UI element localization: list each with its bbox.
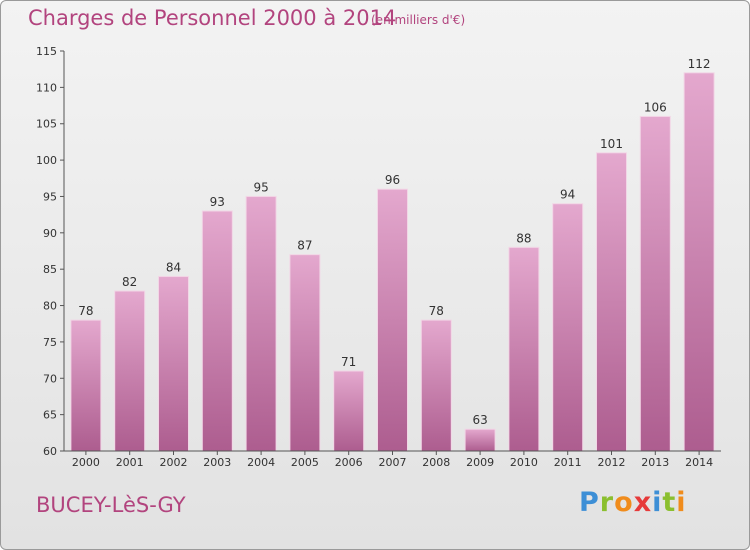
bar (289, 254, 321, 452)
place-name: BUCEY-LèS-GY (36, 493, 186, 517)
x-tick-label: 2008 (422, 456, 450, 469)
bar-value-label: 63 (472, 413, 487, 427)
bar-value-label: 88 (516, 231, 531, 245)
y-tick-label: 75 (43, 336, 57, 349)
bar (464, 428, 496, 452)
x-tick-label: 2011 (554, 456, 582, 469)
x-tick-label: 2000 (72, 456, 100, 469)
y-tick-label: 60 (43, 445, 57, 458)
logo-letter: x (633, 487, 653, 518)
bar (552, 203, 584, 452)
bar (420, 319, 452, 452)
bar (639, 115, 671, 452)
y-tick-label: 85 (43, 263, 57, 276)
y-tick-label: 105 (36, 118, 57, 131)
bar-value-label: 93 (210, 195, 225, 209)
y-tick-label: 110 (36, 81, 57, 94)
x-tick-label: 2006 (335, 456, 363, 469)
y-tick-label: 70 (43, 372, 57, 385)
bar (596, 152, 627, 452)
x-tick-label: 2003 (203, 456, 231, 469)
bar-value-label: 82 (122, 275, 137, 289)
bar (683, 72, 715, 452)
y-tick-label: 90 (43, 227, 57, 240)
bar-value-label: 101 (600, 137, 623, 151)
chart-title: Charges de Personnel 2000 à 2014 (28, 6, 397, 30)
bar (377, 188, 408, 452)
bar-value-label: 84 (166, 260, 181, 274)
x-tick-label: 2014 (685, 456, 713, 469)
x-tick-label: 2013 (641, 456, 669, 469)
logo-letter: P (579, 487, 600, 518)
x-tick-label: 2010 (510, 456, 538, 469)
y-tick-label: 115 (36, 45, 57, 58)
x-tick-label: 2012 (598, 456, 626, 469)
bar (201, 210, 233, 452)
bar-value-label: 96 (385, 173, 400, 187)
logo-letter: r (599, 487, 615, 518)
logo-letter: i (676, 487, 687, 518)
chart-subtitle: (en milliers d'€) (371, 13, 466, 27)
x-tick-label: 2007 (379, 456, 407, 469)
bar (158, 275, 189, 452)
x-tick-label: 2002 (160, 456, 188, 469)
bar-value-label: 78 (429, 304, 444, 318)
bar-value-label: 95 (253, 180, 268, 194)
bar (114, 290, 146, 452)
bar-value-label: 106 (644, 100, 667, 114)
bar-value-label: 94 (560, 188, 575, 202)
bar (508, 246, 540, 452)
bar-value-label: 71 (341, 355, 356, 369)
x-tick-label: 2005 (291, 456, 319, 469)
logo-letter: o (614, 487, 634, 518)
x-tick-label: 2004 (247, 456, 275, 469)
y-tick-label: 100 (36, 154, 57, 167)
logo-letter: t (662, 487, 677, 518)
logo-letter: i (652, 487, 663, 518)
bar (245, 195, 277, 452)
x-tick-label: 2001 (116, 456, 144, 469)
bar-value-label: 112 (688, 57, 711, 71)
y-tick-label: 80 (43, 300, 57, 313)
y-tick-label: 95 (43, 190, 57, 203)
bar-value-label: 78 (78, 304, 93, 318)
proxiti-logo: Proxiti (579, 487, 687, 518)
bar (70, 319, 102, 452)
bar-value-label: 87 (297, 239, 312, 253)
bar (333, 370, 365, 452)
y-tick-label: 65 (43, 409, 57, 422)
x-tick-label: 2009 (466, 456, 494, 469)
